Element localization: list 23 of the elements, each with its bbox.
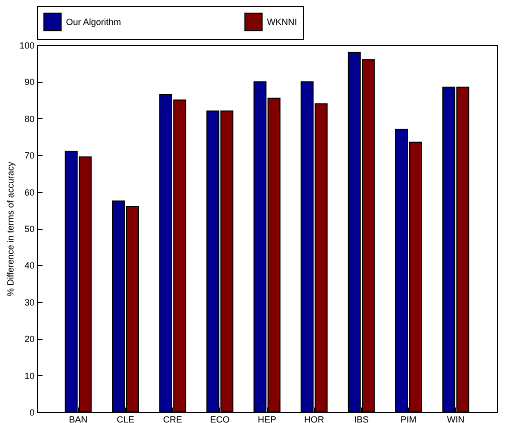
y-tick-label: 0 bbox=[29, 408, 34, 418]
x-tick-label: PIM bbox=[400, 414, 417, 423]
y-tick-label: 90 bbox=[24, 77, 34, 88]
x-tick-label: HOR bbox=[304, 414, 325, 423]
y-tick-label: 50 bbox=[24, 224, 34, 234]
legend-label: Our Algorithm bbox=[66, 16, 122, 27]
x-tick-label: IBS bbox=[354, 414, 369, 423]
y-tick-label: 30 bbox=[24, 297, 34, 308]
x-tick-label: BAN bbox=[69, 414, 88, 423]
x-tick-label: HEP bbox=[258, 414, 276, 423]
legend-label: WKNNI bbox=[267, 16, 297, 27]
y-tick-label: 10 bbox=[24, 370, 34, 381]
y-tick-label: 60 bbox=[24, 187, 34, 198]
x-tick-label: ECO bbox=[210, 414, 230, 423]
x-tick-label: WIN bbox=[446, 414, 464, 423]
y-axis-title: % Difference in terms of accuracy bbox=[5, 161, 16, 296]
y-tick-label: 20 bbox=[24, 334, 34, 344]
x-tick-label: CRE bbox=[163, 414, 182, 423]
y-tick-label: 100 bbox=[19, 40, 34, 50]
y-tick-label: 70 bbox=[24, 150, 34, 161]
x-tick-label: CLE bbox=[116, 414, 134, 423]
y-tick-label: 40 bbox=[24, 260, 34, 271]
y-tick-label: 80 bbox=[24, 114, 34, 124]
